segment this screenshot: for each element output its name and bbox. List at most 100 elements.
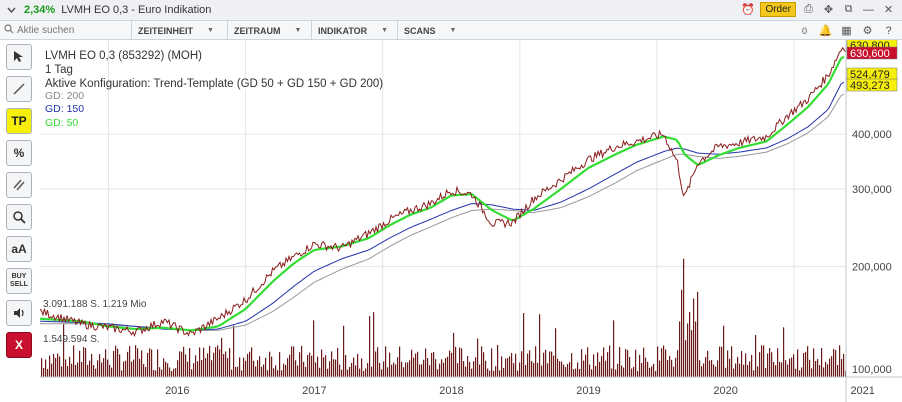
counter-badge[interactable]: 0 (801, 25, 807, 36)
volume-bar (605, 360, 607, 377)
volume-bar (437, 369, 439, 377)
menu-bar: ZEITEINHEIT▼ ZEITRAUM▼ INDIKATOR▼ SCANS▼… (0, 21, 902, 40)
volume-bar (327, 368, 329, 377)
alarm-icon[interactable]: ⏰ (741, 4, 755, 16)
buy-sell-button[interactable]: BUY SELL (6, 268, 32, 294)
volume-bar (429, 365, 431, 377)
volume-bar (125, 360, 127, 377)
volume-bar (255, 366, 257, 377)
volume-bar (769, 348, 771, 377)
volume-bar (829, 358, 831, 377)
volume-bar (697, 291, 699, 377)
percent-tool-button[interactable]: % (6, 140, 32, 166)
volume-bar (151, 349, 153, 377)
minimize-icon[interactable]: — (863, 3, 874, 16)
volume-bar (369, 316, 371, 377)
volume-bar (571, 353, 573, 377)
collapse-icon[interactable] (6, 5, 17, 16)
close-icon[interactable]: ✕ (883, 4, 894, 16)
parallel-lines-icon[interactable] (6, 172, 32, 198)
volume-bar (271, 356, 273, 377)
volume-bar (837, 364, 839, 377)
volume-bar (61, 366, 63, 377)
volume-bar (311, 355, 313, 377)
volume-bar (147, 352, 149, 377)
print-icon[interactable]: ⎙ (804, 3, 813, 15)
volume-bar (415, 353, 417, 377)
volume-bar (277, 370, 279, 377)
settings-icon[interactable]: ⚙ (862, 25, 873, 37)
volume-bar (103, 358, 105, 377)
menu-zeitraum[interactable]: ZEITRAUM ▼ (227, 21, 311, 40)
volume-bar (807, 346, 809, 377)
volume-bar (733, 368, 735, 377)
volume-bar (87, 364, 89, 377)
volume-bar (759, 352, 761, 377)
volume-bar (217, 345, 219, 377)
bell-icon[interactable]: 🔔 (818, 25, 833, 37)
volume-bar (173, 368, 175, 377)
volume-bar (529, 350, 531, 377)
volume-bar (725, 367, 727, 377)
volume-bar (137, 348, 139, 377)
volume-bar (195, 355, 197, 377)
volume-bar (317, 356, 319, 377)
volume-bar (399, 346, 401, 377)
volume-bar (281, 370, 283, 377)
price-label: 493,273 (850, 80, 890, 92)
volume-bar (595, 365, 597, 377)
volume-bar (335, 359, 337, 377)
volume-bar (493, 370, 495, 377)
volume-bar (561, 361, 563, 377)
volume-bar (435, 359, 437, 377)
volume-bar (813, 348, 815, 377)
volume-bar (819, 365, 821, 377)
volume-bar (283, 363, 285, 377)
volume-bar (69, 356, 71, 377)
chart-area[interactable]: 400,000 300,000 200,000 100,000 2016 2017 201… (39, 38, 902, 402)
volume-bar (557, 358, 559, 377)
menu-indikator[interactable]: INDIKATOR ▼ (311, 21, 397, 40)
volume-bar (673, 366, 675, 377)
trend-template-button[interactable]: TP (6, 108, 32, 134)
volume-bar (525, 365, 527, 377)
menu-zeiteinheit[interactable]: ZEITEINHEIT ▼ (131, 21, 227, 40)
help-icon[interactable]: ? (885, 24, 892, 37)
order-button[interactable]: Order (760, 2, 796, 17)
search-box[interactable] (4, 23, 120, 38)
pointer-tool-icon[interactable] (6, 44, 32, 70)
volume-bar (419, 364, 421, 377)
volume-bar (767, 353, 769, 377)
search-input[interactable] (17, 25, 107, 36)
volume-bar (285, 364, 287, 377)
volume-bar (213, 352, 215, 377)
layout-icon[interactable]: ▦ (841, 25, 852, 37)
volume-bar (279, 352, 281, 377)
close-chart-button[interactable]: X (6, 332, 32, 358)
volume-bar (357, 353, 359, 377)
volume-bar (741, 351, 743, 377)
volume-bar (785, 360, 787, 377)
volume-bar (577, 362, 579, 377)
volume-bar (809, 359, 811, 377)
volume-bar (531, 360, 533, 377)
new-window-icon[interactable]: ⧉ (844, 3, 853, 15)
volume-bar (129, 346, 131, 377)
volume-bar (511, 352, 513, 377)
zoom-icon[interactable] (6, 204, 32, 230)
price-label-box (846, 78, 898, 92)
menu-scans[interactable]: SCANS ▼ (397, 21, 465, 40)
move-icon[interactable]: ✥ (823, 4, 834, 16)
volume-bar (205, 358, 207, 377)
volume-bar (635, 349, 637, 377)
volume-bar (823, 367, 825, 377)
sound-icon[interactable] (6, 300, 32, 326)
volume-bar (471, 368, 473, 377)
text-tool-button[interactable]: aA (6, 236, 32, 262)
volume-bar (157, 349, 159, 377)
volume-bar (695, 321, 697, 377)
line-tool-icon[interactable] (6, 76, 32, 102)
volume-bar (513, 363, 515, 377)
volume-bar (497, 345, 499, 377)
